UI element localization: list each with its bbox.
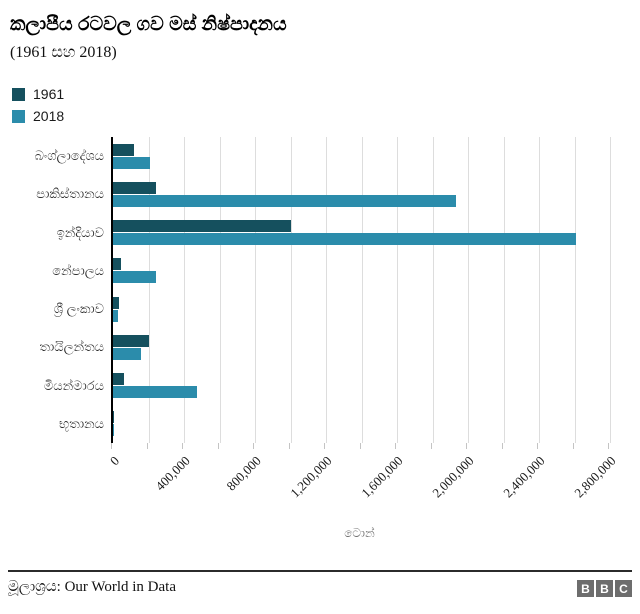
bar-row xyxy=(113,175,610,213)
bar-row xyxy=(113,405,610,443)
tick-mark xyxy=(395,443,396,449)
gridline xyxy=(432,137,434,443)
y-axis-labels: බංග්ලාදේශය පාකිස්තානය ඉන්දියාව නේපාලය ශ්‍රී … xyxy=(0,137,104,443)
bar-1961 xyxy=(113,258,121,271)
tick-mark xyxy=(146,443,148,449)
bar-row xyxy=(113,367,610,405)
tick-mark xyxy=(217,443,219,449)
gridline xyxy=(361,137,363,443)
bar-1961 xyxy=(113,373,124,386)
bar-2018 xyxy=(113,386,198,399)
gridline xyxy=(219,137,221,443)
footer-divider xyxy=(8,570,632,572)
gridline xyxy=(539,137,540,443)
tick-mark xyxy=(537,443,538,449)
gridline xyxy=(255,137,256,443)
gridline xyxy=(326,137,327,443)
bar-1961 xyxy=(113,143,135,156)
gridline xyxy=(290,137,292,443)
bar-1961 xyxy=(113,334,149,347)
y-axis-label: ශ්‍රී ලංකාව xyxy=(53,301,104,317)
x-tick-label-text: 2,000,000 xyxy=(429,453,477,501)
y-axis-label: බංග්ලාදේශය xyxy=(34,148,104,164)
x-tick-label-text: 2,800,000 xyxy=(571,453,619,501)
bar-row xyxy=(113,214,610,252)
tick-mark xyxy=(501,443,503,449)
tick-mark xyxy=(430,443,432,449)
tick-mark xyxy=(253,443,254,449)
bar-row xyxy=(113,328,610,366)
bar-row xyxy=(113,252,610,290)
x-tick-label-text: 400,000 xyxy=(152,453,193,494)
bbc-logo-letter: C xyxy=(615,580,632,597)
bar-2018 xyxy=(113,347,141,360)
gridline xyxy=(397,137,398,443)
tick-mark xyxy=(359,443,361,449)
tick-mark xyxy=(182,443,183,449)
source-text: මූලාශ්‍රය: Our World in Data xyxy=(8,579,177,595)
gridline xyxy=(184,137,185,443)
gridline xyxy=(148,137,150,443)
legend: 1961 2018 xyxy=(12,84,64,128)
tick-mark xyxy=(608,443,609,449)
tick-mark xyxy=(288,443,290,449)
bar-2018 xyxy=(113,271,157,284)
bbc-logo-letter: B xyxy=(577,580,594,597)
x-tick-label-text: 2,400,000 xyxy=(500,453,548,501)
x-tick-label-text: 1,600,000 xyxy=(358,453,406,501)
bar-1961 xyxy=(113,181,157,194)
tick-mark xyxy=(466,443,467,449)
bar-2018 xyxy=(113,309,118,322)
gridline xyxy=(574,137,576,443)
tick-mark xyxy=(324,443,325,449)
x-axis: 0 400,000 800,000 1,200,000 1,600,000 2,000,0… xyxy=(106,443,619,523)
y-axis-label: මියන්මාරය xyxy=(43,377,104,393)
chart-title: කලාපීය රටවල ගව මස් නිෂ්පාදනය xyxy=(10,14,287,35)
bar-row xyxy=(113,137,610,175)
y-axis-label: පාකිස්තානය xyxy=(36,186,104,202)
bar-1961 xyxy=(113,220,291,233)
y-axis-label: තායිලන්තය xyxy=(39,339,104,355)
y-axis-label: භූතානය xyxy=(59,415,104,431)
x-tick-label-text: 1,200,000 xyxy=(287,453,335,501)
legend-swatch-2018 xyxy=(12,109,25,123)
bar-1961 xyxy=(113,296,120,309)
y-axis-label: ඉන්දියාව xyxy=(56,224,104,240)
bar-2018 xyxy=(113,194,456,207)
x-tick-label-text: 800,000 xyxy=(223,453,264,494)
gridline xyxy=(610,137,611,443)
gridline xyxy=(503,137,505,443)
bar-2018 xyxy=(113,233,577,246)
x-tick-label-text: 0 xyxy=(106,453,122,469)
gridline xyxy=(468,137,469,443)
y-axis-label: නේපාලය xyxy=(52,262,104,278)
tick-mark xyxy=(572,443,574,449)
x-axis-unit-label: ටොන් xyxy=(344,526,375,540)
tick-mark xyxy=(111,443,112,449)
bar-2018 xyxy=(113,156,151,169)
legend-item-1961: 1961 xyxy=(12,84,64,104)
legend-swatch-1961 xyxy=(12,87,25,101)
legend-label-1961: 1961 xyxy=(33,86,65,102)
plot-area xyxy=(111,137,611,443)
legend-label-2018: 2018 xyxy=(33,108,65,124)
legend-item-2018: 2018 xyxy=(12,106,64,126)
bar-row xyxy=(113,290,610,328)
bbc-logo-letter: B xyxy=(596,580,613,597)
chart-subtitle: (1961 සහ 2018) xyxy=(10,44,117,61)
